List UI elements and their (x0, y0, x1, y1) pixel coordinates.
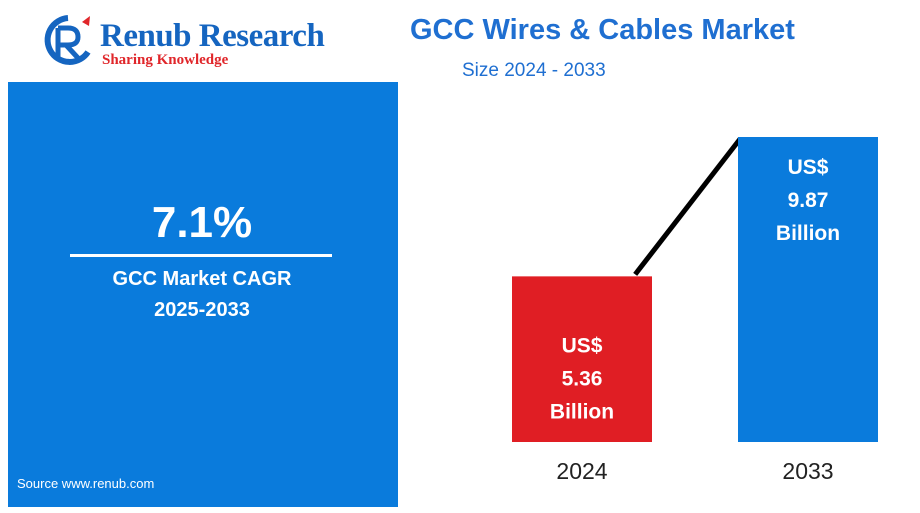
data-label-2024-3: Billion (550, 400, 614, 423)
cagr-panel: 7.1% GCC Market CAGR 2025-2033 Source ww… (8, 82, 398, 507)
cagr-divider (70, 254, 332, 257)
cagr-value: 7.1% (151, 198, 253, 247)
bar-2024 (512, 276, 652, 442)
data-label-2024-1: US$ (562, 334, 603, 357)
source-note: Source www.renub.com (17, 476, 155, 491)
chart-subtitle: Size 2024 - 2033 (462, 60, 606, 81)
chart-title: GCC Wires & Cables Market (410, 14, 795, 46)
x-tick-label-2033: 2033 (782, 458, 833, 484)
data-label-2024-2: 5.36 (562, 367, 603, 390)
logo-name: Renub Research (100, 18, 325, 54)
renub-logo-icon (44, 15, 91, 65)
trend-line (633, 137, 742, 276)
bar-chart: US$ 5.36 Billion 2024 US$ 9.87 Billion 2033 (512, 137, 878, 484)
data-label-2033-2: 9.87 (788, 189, 829, 212)
logo-tagline: Sharing Knowledge (102, 52, 229, 68)
renub-research-logo: Renub Research Sharing Knowledge (38, 12, 328, 70)
cagr-label: GCC Market CAGR 2025-2033 (8, 264, 396, 326)
cagr-label-line2: 2025-2033 (154, 299, 250, 321)
data-label-2033-3: Billion (776, 222, 840, 245)
bar-2033 (738, 137, 878, 442)
data-label-2033-1: US$ (788, 156, 829, 179)
x-tick-label-2024: 2024 (556, 458, 607, 484)
cagr-label-line1: GCC Market CAGR (112, 268, 292, 290)
